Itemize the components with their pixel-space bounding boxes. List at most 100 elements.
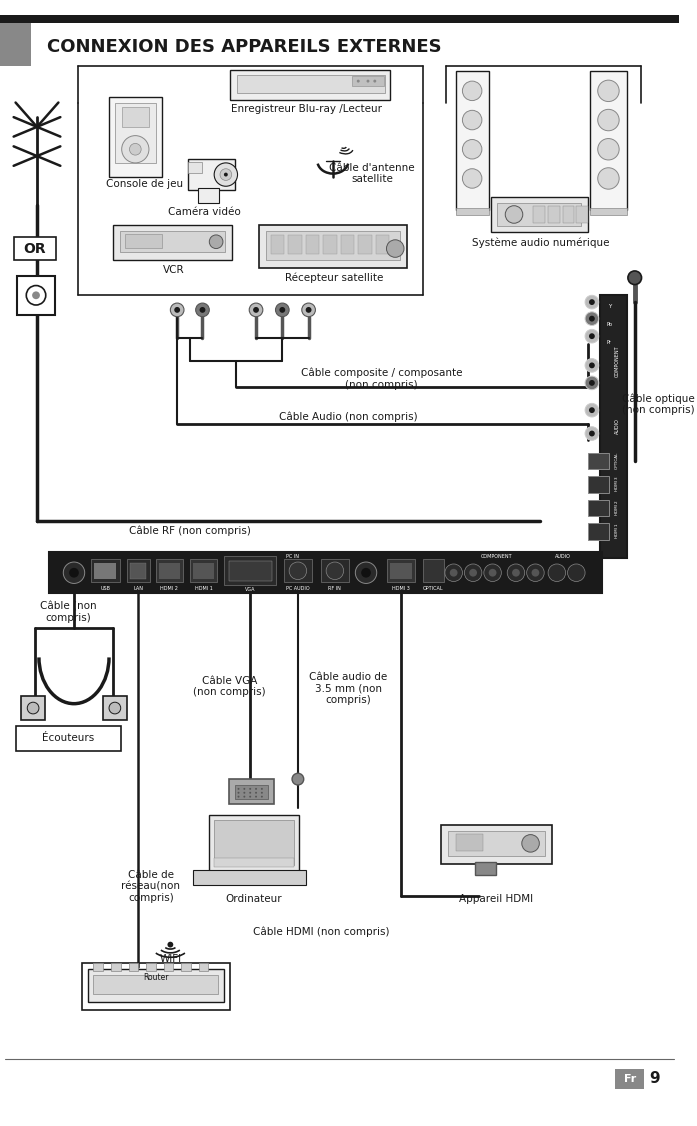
Circle shape (585, 312, 599, 325)
Bar (441, 825, 552, 864)
Bar (491, 197, 588, 232)
Circle shape (275, 303, 289, 316)
Circle shape (589, 430, 595, 437)
Circle shape (167, 941, 174, 948)
Bar (576, 206, 588, 223)
Circle shape (585, 295, 599, 309)
Bar (17, 276, 56, 315)
Text: Pr: Pr (607, 340, 612, 345)
Bar (456, 207, 489, 215)
Text: VGA: VGA (245, 587, 255, 592)
Bar (306, 235, 319, 254)
Bar (198, 188, 219, 203)
Text: Fr: Fr (624, 1074, 636, 1084)
Circle shape (598, 109, 619, 131)
Circle shape (69, 568, 79, 578)
Circle shape (589, 315, 595, 322)
Text: Récepteur satellite: Récepteur satellite (285, 272, 383, 283)
Circle shape (209, 235, 223, 249)
Text: Y: Y (608, 304, 611, 310)
Bar (588, 453, 609, 468)
Text: Câble VGA
(non compris): Câble VGA (non compris) (194, 676, 266, 697)
Bar (588, 476, 609, 493)
Text: Câble optique
(non compris): Câble optique (non compris) (622, 393, 694, 415)
Bar (323, 235, 337, 254)
Bar (120, 231, 225, 252)
Text: Caméra vidéo: Caméra vidéo (168, 206, 240, 216)
Bar (115, 102, 155, 163)
Bar (266, 231, 400, 260)
Bar (388, 560, 415, 582)
Text: Câble HDMI (non compris): Câble HDMI (non compris) (253, 927, 390, 937)
Circle shape (589, 408, 595, 413)
Text: VCR: VCR (162, 265, 184, 275)
Circle shape (27, 703, 39, 714)
Circle shape (250, 792, 251, 794)
Bar (498, 203, 581, 226)
Circle shape (589, 300, 595, 305)
Circle shape (357, 80, 360, 82)
Text: AUDIO: AUDIO (555, 554, 571, 558)
Bar (82, 963, 230, 1010)
Bar (159, 563, 180, 579)
Text: Système audio numérique: Système audio numérique (472, 238, 609, 248)
Text: USB: USB (100, 586, 110, 591)
Bar (548, 206, 560, 223)
Circle shape (326, 562, 344, 580)
Bar (588, 524, 609, 539)
Circle shape (532, 569, 539, 577)
Bar (599, 295, 627, 558)
Circle shape (589, 333, 595, 339)
Text: PC IN: PC IN (286, 554, 298, 558)
Circle shape (489, 569, 496, 577)
Circle shape (174, 307, 180, 313)
Circle shape (292, 774, 304, 785)
Circle shape (255, 788, 257, 789)
Bar (390, 563, 412, 579)
Circle shape (306, 307, 312, 313)
Bar (188, 159, 235, 190)
Bar (164, 963, 174, 971)
Bar (193, 563, 214, 579)
Circle shape (589, 363, 595, 368)
Circle shape (462, 81, 482, 100)
Text: Écouteurs: Écouteurs (42, 733, 94, 743)
Text: Câble Audio (non compris): Câble Audio (non compris) (279, 412, 418, 422)
Circle shape (450, 569, 457, 577)
Circle shape (585, 427, 599, 440)
Text: HDMI 3: HDMI 3 (615, 476, 619, 491)
Bar (341, 235, 354, 254)
Bar (103, 696, 127, 720)
Bar (88, 969, 224, 1002)
Bar (353, 77, 383, 86)
Circle shape (507, 564, 525, 581)
Text: COMPONENT: COMPONENT (481, 554, 512, 558)
Bar (111, 963, 121, 971)
Circle shape (567, 564, 585, 581)
Bar (456, 71, 489, 209)
Bar (456, 833, 483, 851)
Circle shape (386, 240, 404, 258)
Bar (22, 696, 45, 720)
Bar (376, 235, 390, 254)
Text: Câble d'antenne
satellite: Câble d'antenne satellite (329, 163, 415, 185)
Circle shape (302, 303, 316, 316)
Circle shape (199, 307, 206, 313)
Circle shape (355, 562, 377, 583)
Text: Pb: Pb (606, 322, 613, 327)
Text: Câble (non
compris): Câble (non compris) (40, 602, 96, 624)
Bar (49, 552, 602, 593)
Circle shape (598, 80, 619, 101)
Bar (236, 75, 385, 92)
Bar (422, 560, 444, 582)
Bar (93, 975, 218, 994)
Bar (128, 963, 138, 971)
Bar (14, 236, 56, 260)
Bar (321, 560, 348, 582)
Bar (214, 820, 294, 865)
Text: 9: 9 (649, 1072, 659, 1087)
Bar (615, 1070, 645, 1089)
Circle shape (26, 286, 46, 305)
Text: HDMI 3: HDMI 3 (392, 586, 410, 591)
Text: HDMI 1: HDMI 1 (194, 586, 213, 591)
